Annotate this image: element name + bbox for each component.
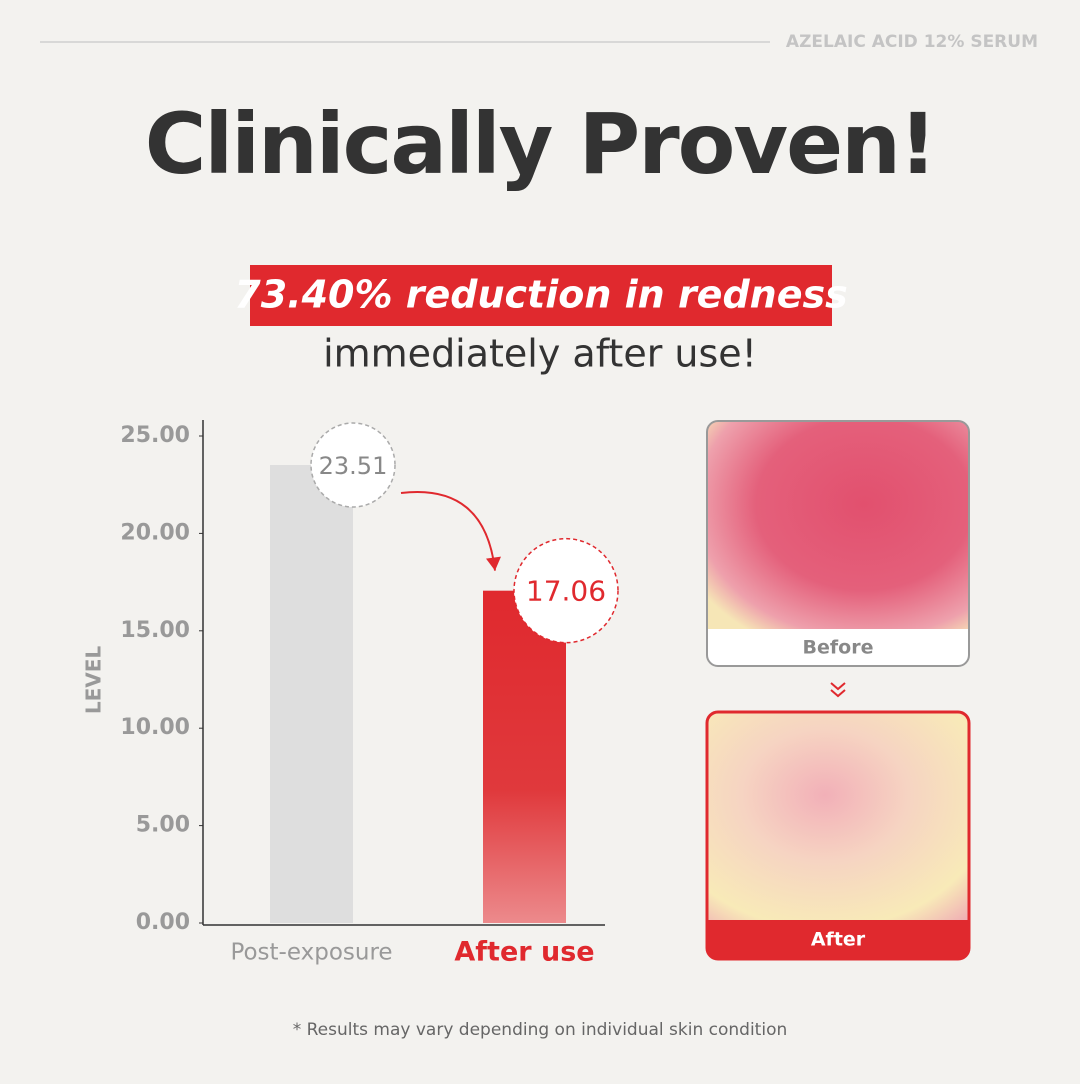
product-name: AZELAIC ACID 12% SERUM — [786, 32, 1038, 52]
x-tick-label: After use — [454, 937, 594, 968]
value-label: 17.06 — [526, 575, 606, 608]
y-tick-label: 0.00 — [136, 910, 190, 935]
y-axis-label: LEVEL — [82, 646, 106, 715]
before-label: Before — [803, 637, 874, 659]
before-panel — [706, 420, 970, 667]
footnote: * Results may vary depending on individu… — [293, 1020, 788, 1040]
after-label: After — [811, 929, 866, 951]
before-image — [707, 421, 969, 666]
title: Clinically Proven! — [145, 95, 935, 193]
chevron — [830, 682, 846, 698]
y-tick-label: 10.00 — [120, 715, 190, 740]
value-bubble — [310, 422, 396, 508]
bar — [270, 465, 353, 923]
y-tick-label: 5.00 — [136, 813, 190, 838]
arrow-head — [486, 556, 501, 571]
arrow — [400, 491, 496, 571]
x-tick-label: Post-exposure — [230, 940, 392, 966]
highlight: 73.40% reduction in redness — [234, 273, 847, 317]
value-bubble — [513, 537, 619, 644]
subtitle: immediately after use! — [323, 332, 757, 376]
y-tick-label: 15.00 — [120, 618, 190, 643]
after-panel — [705, 710, 971, 961]
highlight-box — [250, 265, 832, 326]
value-label: 23.51 — [319, 452, 388, 480]
after-image — [707, 712, 969, 959]
y-tick-label: 25.00 — [120, 423, 190, 448]
bar — [483, 590, 566, 923]
y-tick-label: 20.00 — [120, 520, 190, 545]
